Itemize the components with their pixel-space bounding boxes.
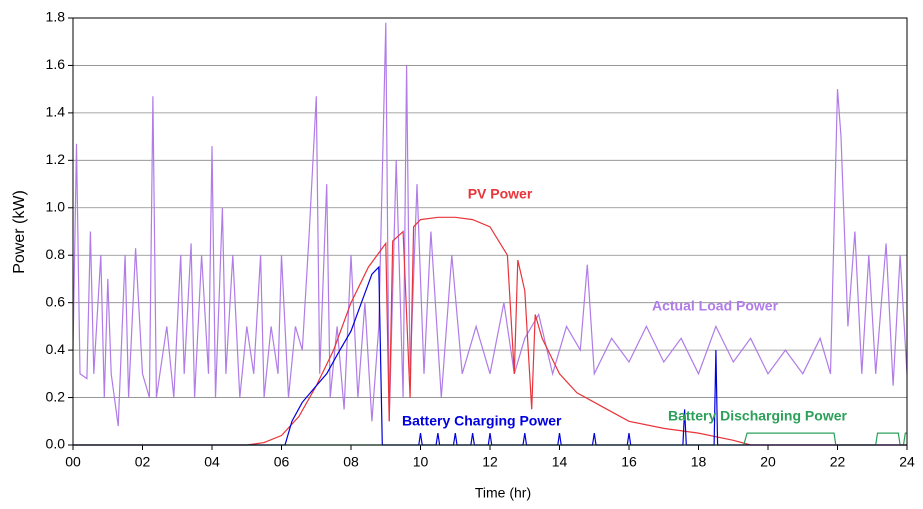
x-tick-label: 14 (552, 454, 568, 470)
y-axis-label: Power (kW) (11, 190, 28, 274)
x-tick-label: 10 (413, 454, 429, 470)
x-tick-label: 24 (899, 454, 915, 470)
x-axis-label: Time (hr) (475, 485, 531, 501)
series-line (73, 216, 907, 446)
x-tick-label: 22 (830, 454, 846, 470)
y-tick-label: 1.4 (46, 104, 66, 120)
x-tick-label: 06 (274, 454, 290, 470)
y-tick-label: 1.8 (46, 9, 66, 25)
y-tick-label: 0.2 (46, 388, 66, 404)
y-tick-label: 1.0 (46, 198, 66, 214)
plot-frame (72, 17, 908, 446)
x-tick-label: 20 (760, 454, 776, 470)
y-tick-label: 1.6 (46, 56, 66, 72)
x-tick-label: 08 (343, 454, 359, 470)
series-line (72, 22, 908, 427)
series-label: Battery Discharging Power (668, 408, 847, 424)
y-tick-label: 0.6 (46, 293, 66, 309)
y-tick-label: 0.0 (46, 436, 66, 452)
y-tick-label: 1.2 (46, 151, 66, 167)
x-tick-label: 00 (65, 454, 81, 470)
y-tick-label: 0.8 (46, 246, 66, 262)
series-line (73, 432, 907, 446)
x-tick-label: 16 (621, 454, 637, 470)
y-tick-label: 0.4 (46, 341, 66, 357)
x-tick-label: 04 (204, 454, 220, 470)
series-label: Battery Charging Power (402, 413, 562, 429)
series-label: Actual Load Power (652, 298, 779, 314)
x-tick-label: 18 (691, 454, 707, 470)
x-tick-label: 02 (135, 454, 151, 470)
x-tick-label: 12 (482, 454, 498, 470)
series-label: PV Power (468, 186, 533, 202)
